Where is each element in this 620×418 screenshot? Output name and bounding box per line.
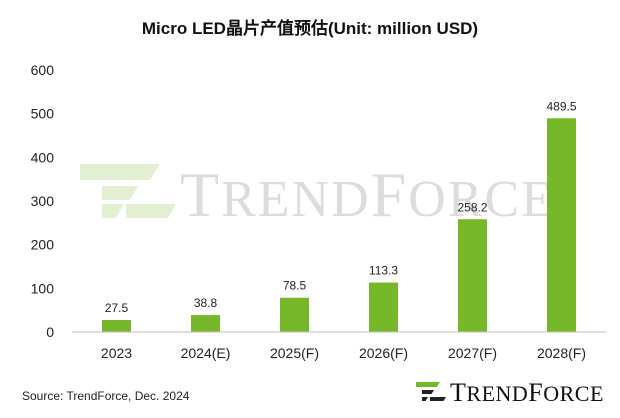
y-tick-label: 100: [31, 280, 55, 296]
logo-text: TRENDFORCE: [450, 378, 604, 407]
data-label: 258.2: [457, 200, 487, 214]
data-label: 38.8: [194, 296, 218, 310]
x-tick-label: 2023: [101, 345, 132, 361]
x-tick-label: 2025(F): [270, 345, 319, 361]
bar: [280, 297, 309, 332]
x-tick-label: 2026(F): [359, 345, 408, 361]
trendforce-logo: TRENDFORCE: [416, 378, 604, 408]
bars: [102, 118, 576, 332]
trendforce-logo-icon: [416, 382, 446, 401]
source-note: Source: TrendForce, Dec. 2024: [22, 389, 190, 403]
data-label: 113.3: [369, 264, 398, 278]
x-tick-label: 2028(F): [537, 345, 586, 361]
y-tick-label: 400: [31, 149, 55, 165]
bar: [191, 315, 220, 332]
x-tick-label: 2027(F): [448, 345, 497, 361]
bar: [102, 319, 131, 332]
data-label: 489.5: [546, 99, 576, 113]
y-tick-label: 200: [31, 237, 55, 253]
bar: [547, 118, 576, 332]
y-axis: 0 100 200 300 400 500 600: [31, 62, 55, 340]
data-labels: 27.5 38.8 78.5 113.3 258.2 489.5: [105, 99, 577, 315]
data-label: 27.5: [105, 301, 129, 315]
y-tick-label: 300: [31, 193, 55, 209]
bar: [369, 282, 398, 332]
y-tick-label: 0: [46, 324, 54, 340]
bar: [458, 219, 487, 332]
x-tick-label: 2024(E): [181, 345, 231, 361]
chart-title: Micro LED晶片产值预估(Unit: million USD): [141, 19, 479, 38]
data-label: 78.5: [283, 279, 307, 293]
y-tick-label: 500: [31, 106, 55, 122]
x-axis: 2023 2024(E) 2025(F) 2026(F) 2027(F) 2028(F): [72, 331, 606, 361]
y-tick-label: 600: [31, 62, 55, 78]
